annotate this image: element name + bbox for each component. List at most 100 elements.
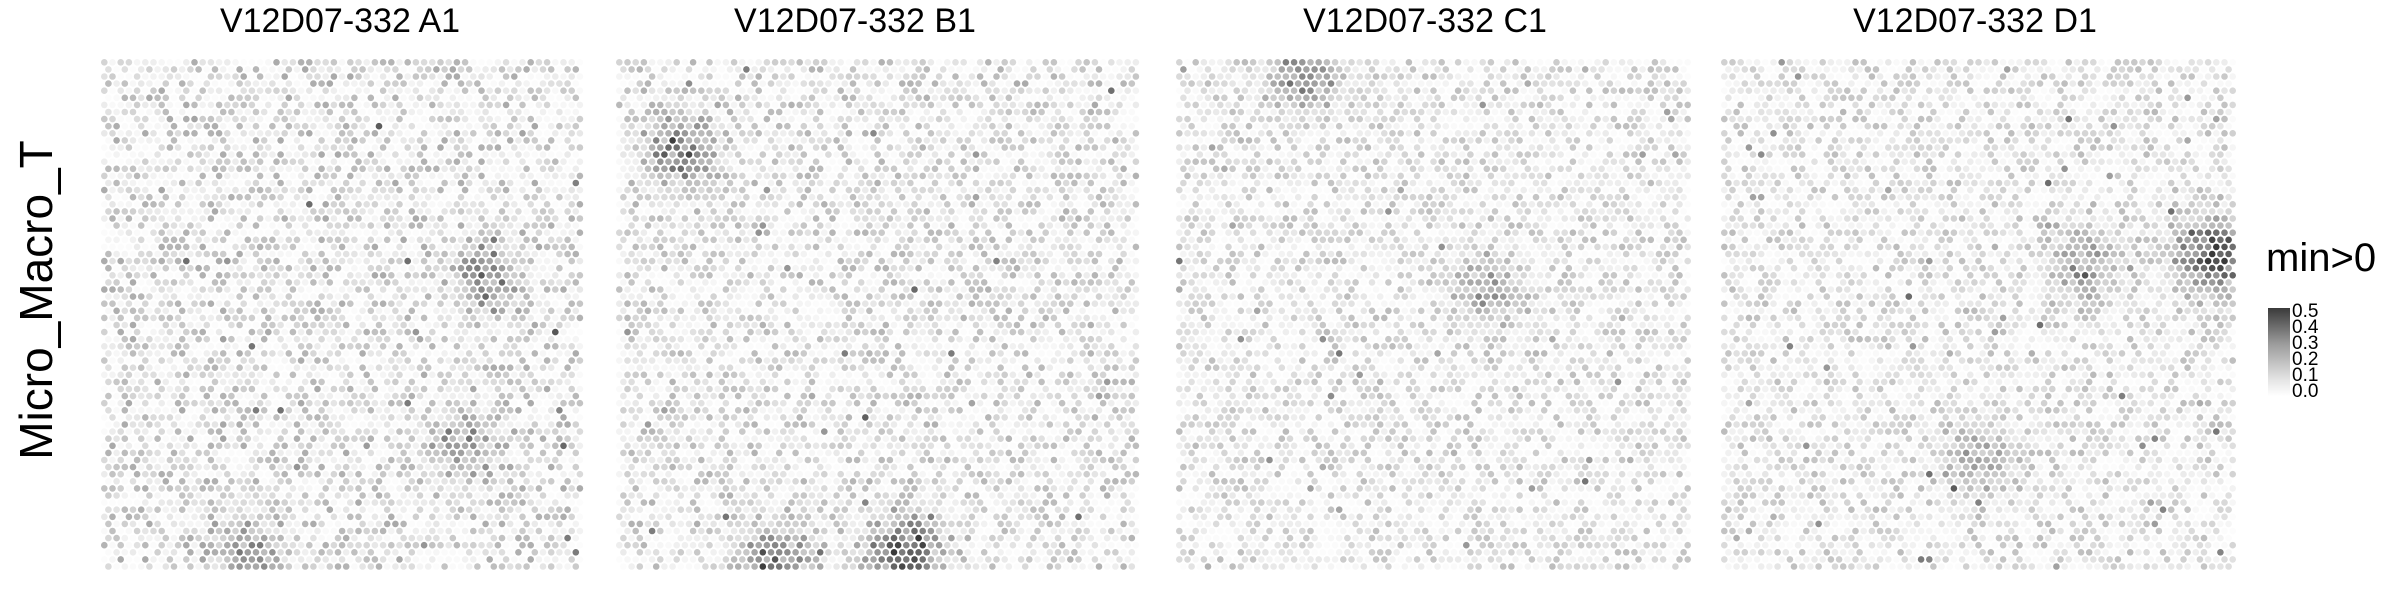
- spot-0-356: [142, 101, 149, 109]
- spot-0-1975: [465, 293, 473, 300]
- spot-0-2094: [482, 307, 489, 315]
- spot-0-3402: [174, 470, 182, 478]
- spot-0-2475: [248, 357, 256, 364]
- spot-0-3215: [560, 442, 567, 450]
- spot-0-712: [183, 144, 190, 151]
- spot-1-665: [862, 130, 869, 137]
- spot-0-2894: [326, 407, 334, 414]
- spot-0-3713: [326, 506, 334, 513]
- spot-0-1122: [187, 193, 194, 201]
- spot-0-1219: [502, 201, 510, 208]
- spot-0-610: [306, 130, 313, 137]
- spot-0-2175: [187, 321, 194, 329]
- spot-0-49: [502, 59, 510, 66]
- spot-0-3699: [211, 506, 219, 513]
- spot-0-594: [174, 130, 182, 137]
- spot-0-1508: [474, 236, 481, 244]
- spot-0-1291: [133, 215, 141, 222]
- spot-0-3013: [342, 421, 350, 428]
- spot-0-565: [416, 122, 424, 130]
- spot-0-4066: [342, 549, 350, 556]
- spot-0-2596: [281, 371, 288, 379]
- spot-0-1950: [260, 293, 268, 300]
- spot-0-3152: [523, 435, 530, 443]
- spot-0-3670: [453, 499, 461, 506]
- spot-0-1197: [322, 201, 329, 208]
- spot-0-2509: [527, 357, 534, 364]
- spot-1-395: [730, 101, 738, 109]
- spot-0-4047: [187, 549, 194, 556]
- spot-0-1850: [400, 279, 407, 286]
- spot-1-458: [726, 108, 734, 116]
- spot-0-4183: [342, 563, 350, 570]
- spot-0-1660: [281, 257, 288, 265]
- spot-0-5: [142, 59, 149, 66]
- spot-0-2058: [187, 307, 194, 315]
- spot-0-3018: [383, 421, 391, 428]
- spot-0-1067: [215, 186, 223, 194]
- spot-0-3581: [203, 492, 211, 499]
- spot-0-1174: [133, 201, 141, 208]
- spot-0-4162: [170, 563, 178, 570]
- spot-1-288: [894, 87, 902, 94]
- spot-0-1146: [383, 193, 391, 201]
- spot-0-335: [449, 94, 457, 102]
- spot-0-2685: [531, 378, 539, 386]
- spot-0-446: [400, 108, 407, 116]
- spot-1-282: [845, 87, 853, 94]
- spot-1-49: [1017, 59, 1025, 66]
- spot-0-456: [482, 108, 489, 116]
- spot-0-1205: [388, 201, 395, 208]
- spot-0-79: [269, 66, 276, 73]
- spot-0-997: [121, 179, 129, 187]
- spot-0-3888: [322, 527, 329, 535]
- spot-0-28: [330, 59, 338, 66]
- spot-0-246: [199, 87, 206, 94]
- spot-0-4154: [105, 563, 112, 570]
- spot-0-2306: [301, 335, 309, 343]
- spot-0-3898: [404, 527, 412, 535]
- spot-0-2970: [470, 414, 477, 421]
- spot-0-1973: [449, 293, 457, 300]
- spot-0-1476: [211, 236, 219, 244]
- spot-0-920: [449, 165, 457, 173]
- spot-1-51: [1034, 59, 1041, 66]
- spot-0-807: [482, 151, 489, 158]
- spot-0-1677: [420, 257, 428, 265]
- spot-0-568: [441, 122, 448, 130]
- spot-0-4077: [433, 549, 440, 556]
- spot-1-766: [648, 144, 656, 151]
- spot-1-234: [972, 80, 980, 87]
- spot-0-4173: [260, 563, 268, 570]
- spot-1-485: [948, 108, 955, 116]
- spot-0-3087: [470, 428, 477, 435]
- spot-1-460: [743, 108, 750, 116]
- spot-1-353: [907, 94, 914, 102]
- spot-0-3130: [342, 435, 350, 443]
- spot-0-3731: [474, 506, 481, 513]
- spot-1-566: [1091, 115, 1099, 123]
- spot-0-1443: [420, 229, 428, 236]
- spot-0-2753: [129, 392, 137, 400]
- spot-0-4088: [523, 549, 530, 556]
- spot-0-2854: [478, 399, 485, 407]
- spot-0-3080: [412, 428, 420, 435]
- spot-1-6: [665, 59, 672, 66]
- spot-0-3630: [125, 499, 133, 506]
- spot-0-2160: [543, 314, 551, 322]
- spot-0-3436: [453, 470, 461, 478]
- spot-0-4137: [445, 556, 453, 563]
- spot-0-1966: [392, 293, 399, 300]
- spot-0-4095: [101, 556, 108, 563]
- spot-0-3484: [367, 478, 375, 485]
- spot-0-53: [535, 59, 543, 66]
- spot-0-856: [404, 158, 412, 165]
- spot-0-2211: [482, 321, 489, 329]
- spot-1-411: [862, 101, 869, 109]
- spot-0-1601: [277, 250, 284, 258]
- spot-0-1193: [289, 201, 297, 208]
- spot-0-1608: [334, 250, 342, 258]
- spot-0-4044: [162, 549, 170, 556]
- spot-0-2937: [199, 414, 206, 421]
- spot-0-3935: [228, 534, 235, 542]
